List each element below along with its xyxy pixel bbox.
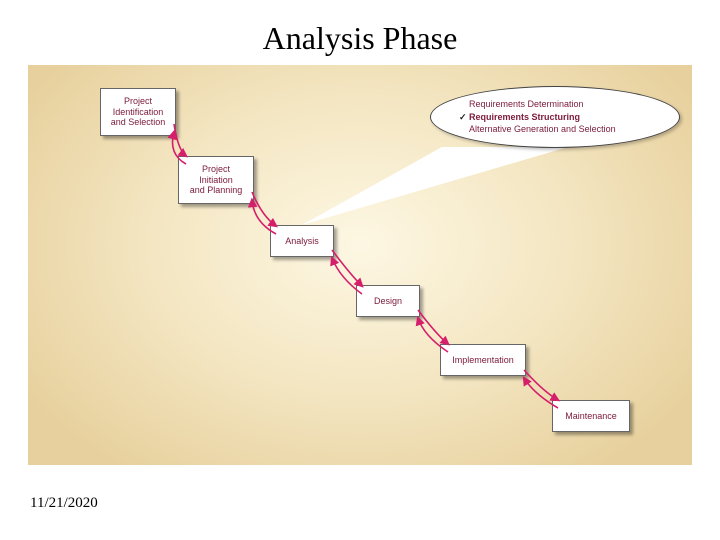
- callout-text: Requirements Determination: [469, 99, 584, 109]
- flow-box-n4: Design: [356, 285, 420, 317]
- flow-box-n3: Analysis: [270, 225, 334, 257]
- callout-line: Alternative Generation and Selection: [459, 123, 679, 136]
- flow-box-n2: ProjectInitiationand Planning: [178, 156, 254, 204]
- flow-box-n6: Maintenance: [552, 400, 630, 432]
- slide-date: 11/21/2020: [30, 495, 98, 512]
- flow-box-n1: ProjectIdentificationand Selection: [100, 88, 176, 136]
- callout-ellipse: Requirements Determination✓Requirements …: [430, 86, 680, 148]
- page-title: Analysis Phase: [0, 20, 720, 57]
- callout-text: Requirements Structuring: [469, 112, 580, 122]
- callout-line: Requirements Determination: [459, 98, 679, 111]
- callout-line: ✓Requirements Structuring: [459, 111, 679, 124]
- callout-text: Alternative Generation and Selection: [469, 124, 616, 134]
- flow-box-n5: Implementation: [440, 344, 526, 376]
- check-icon: ✓: [459, 111, 469, 124]
